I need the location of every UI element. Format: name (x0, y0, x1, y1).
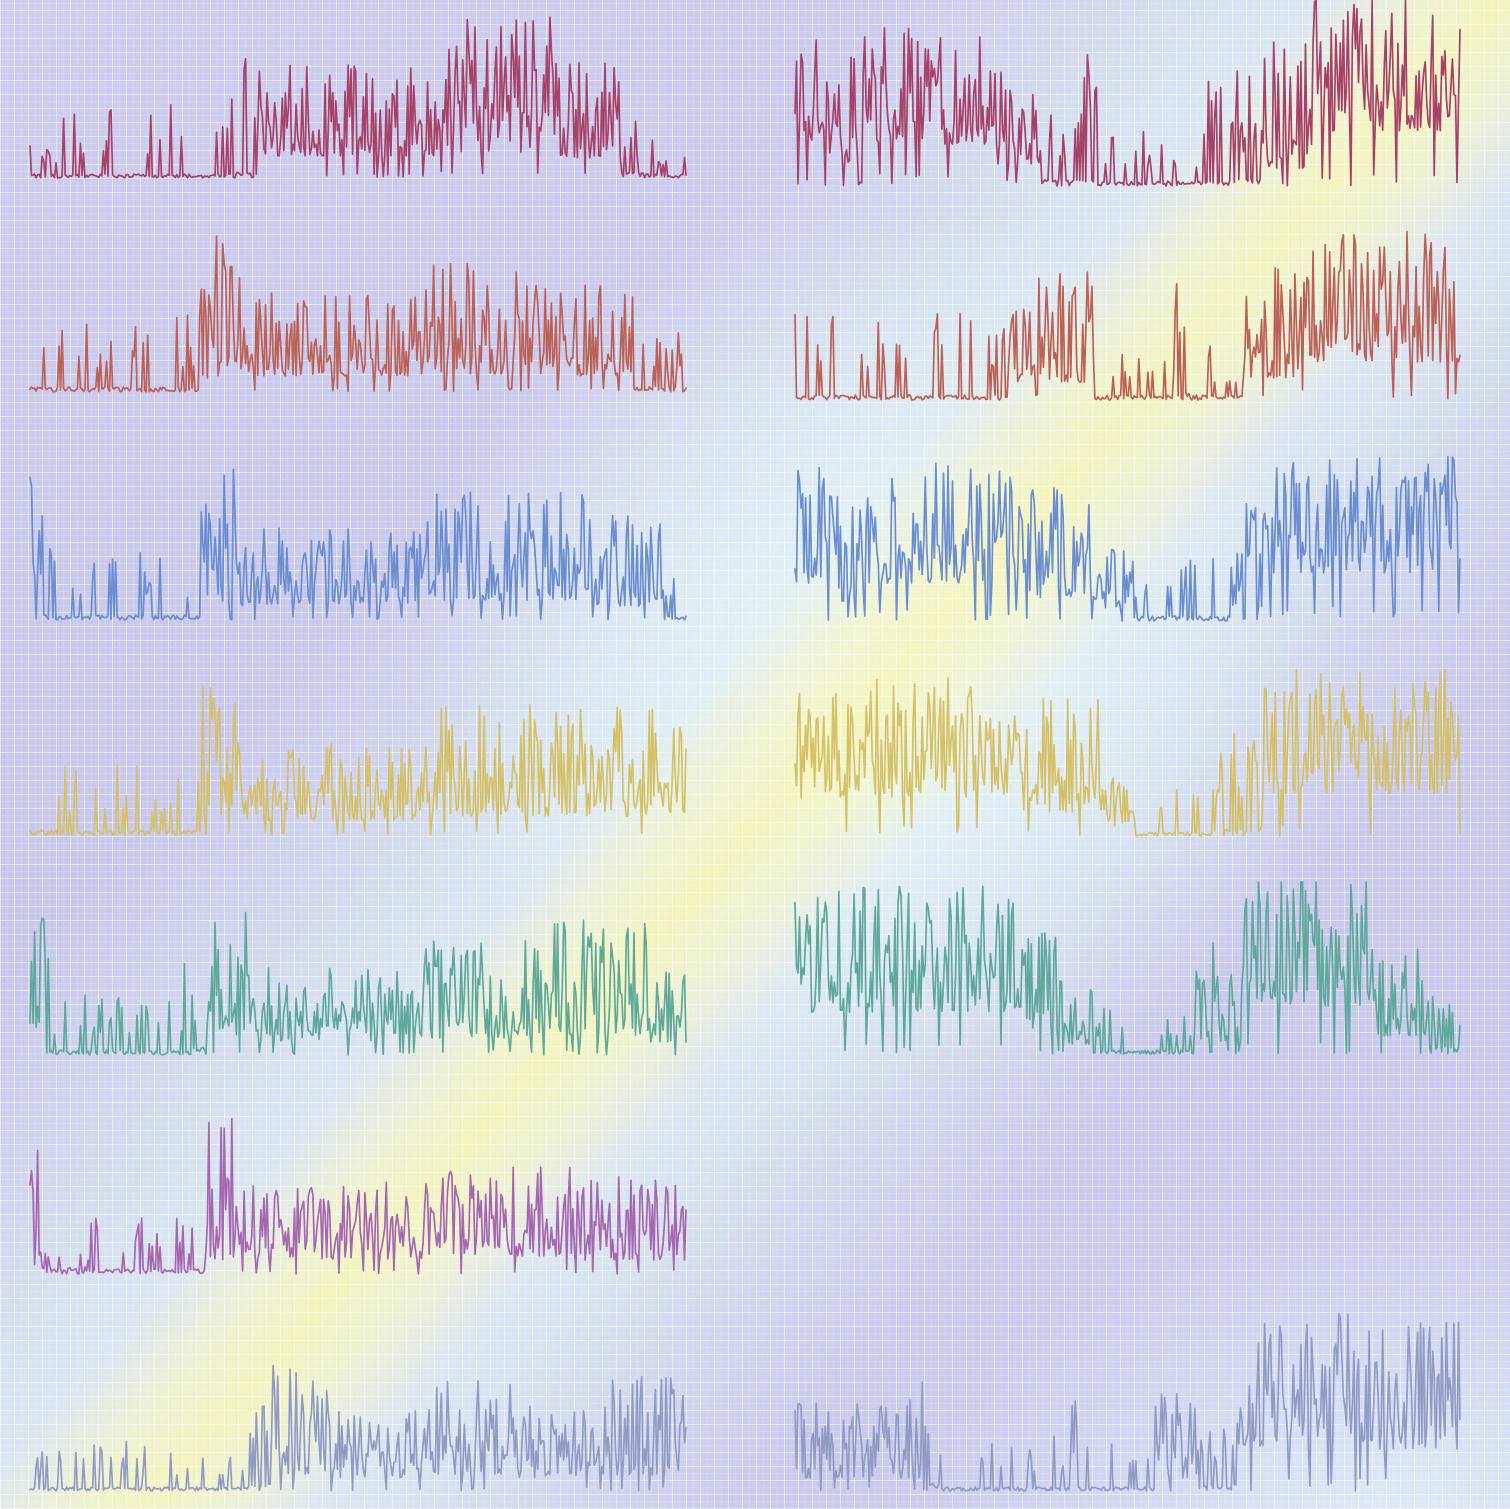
signal-trace-left-6 (29, 1117, 687, 1275)
signal-polyline-right-5 (794, 881, 1461, 1055)
signal-polyline-left-1 (29, 16, 687, 179)
signal-polyline-left-7 (29, 1364, 687, 1492)
signal-trace-left-1 (29, 16, 687, 179)
signal-polyline-right-2 (794, 230, 1461, 401)
signal-trace-left-5 (29, 911, 687, 1056)
signal-polyline-left-4 (29, 684, 687, 836)
signal-trace-right-5 (794, 881, 1461, 1055)
signal-trace-left-3 (29, 468, 687, 621)
signal-polyline-right-4 (794, 668, 1461, 837)
signal-trace-right-4 (794, 668, 1461, 837)
signal-trace-left-4 (29, 684, 687, 836)
signal-polyline-right-1 (794, 0, 1461, 187)
signal-trace-left-7 (29, 1364, 687, 1492)
signal-polyline-right-6 (794, 1313, 1461, 1492)
signal-polyline-left-6 (29, 1117, 687, 1275)
signal-trace-right-1 (794, 0, 1461, 187)
signal-polyline-left-3 (29, 468, 687, 621)
signal-trace-right-3 (794, 455, 1461, 622)
signal-trace-right-6 (794, 1313, 1461, 1492)
signal-trace-right-2 (794, 230, 1461, 401)
signal-polyline-right-3 (794, 455, 1461, 622)
signal-polyline-left-5 (29, 911, 687, 1056)
signal-polyline-left-2 (29, 235, 687, 393)
signal-trace-left-2 (29, 235, 687, 393)
